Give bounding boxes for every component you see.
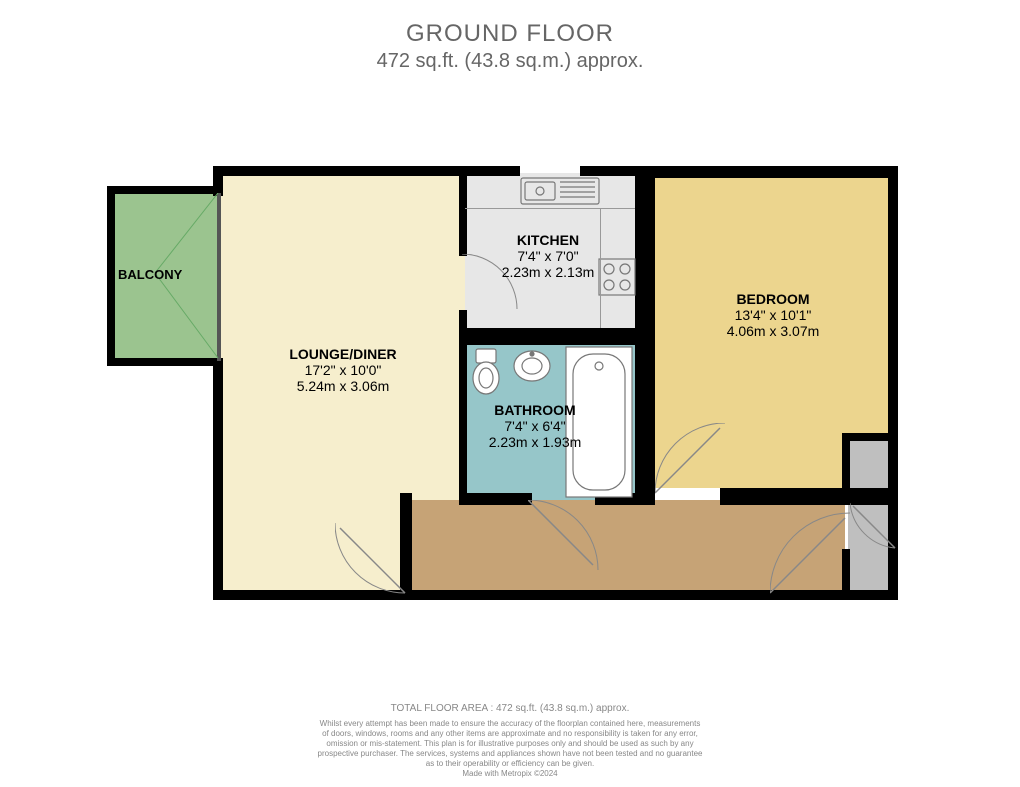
bathroom-dims-met: 2.23m x 1.93m	[470, 434, 600, 450]
kitchen-label: KITCHEN 7'4" x 7'0" 2.23m x 2.13m	[488, 232, 608, 280]
wall	[842, 433, 850, 493]
floor-area: 472 sq.ft. (43.8 sq.m.) approx.	[0, 49, 1020, 73]
kitchen-counter	[465, 176, 635, 209]
bedroom-dims-imp: 13'4" x 10'1"	[703, 307, 843, 323]
lounge-dims-imp: 17'2" x 10'0"	[263, 362, 423, 378]
lounge-label: LOUNGE/DINER 17'2" x 10'0" 5.24m x 3.06m	[263, 346, 423, 394]
door-arc-lounge-hall	[335, 500, 415, 595]
balcony-name: BALCONY	[118, 267, 182, 282]
footer-disclaimer: omission or mis-statement. This plan is …	[160, 739, 860, 749]
kitchen-name: KITCHEN	[517, 232, 579, 248]
door-arc-entry	[770, 505, 855, 595]
wall	[107, 186, 115, 366]
wall	[213, 358, 223, 600]
bathroom-dims-imp: 7'4" x 6'4"	[470, 418, 600, 434]
floor-plan: BALCONY LOUNGE/DINER 17'2" x 10'0" 5.24m…	[0, 73, 1020, 693]
wall	[648, 166, 898, 178]
footer-block: TOTAL FLOOR AREA : 472 sq.ft. (43.8 sq.m…	[0, 703, 1020, 780]
toilet-icon	[470, 348, 502, 396]
bathroom-label: BATHROOM 7'4" x 6'4" 2.23m x 1.93m	[470, 402, 600, 450]
bedroom-label: BEDROOM 13'4" x 10'1" 4.06m x 3.07m	[703, 291, 843, 339]
footer-made: Made with Metropix ©2024	[160, 769, 860, 779]
kitchen-dims-imp: 7'4" x 7'0"	[488, 248, 608, 264]
title-block: GROUND FLOOR 472 sq.ft. (43.8 sq.m.) app…	[0, 0, 1020, 73]
footer-disclaimer: as to their operability or efficiency ca…	[160, 759, 860, 769]
wall	[842, 433, 898, 441]
bedroom-dims-met: 4.06m x 3.07m	[703, 323, 843, 339]
basin-icon	[512, 348, 552, 384]
balcony-label: BALCONY	[118, 267, 182, 282]
door-arc-bedroom	[655, 423, 733, 501]
door-arc-bathroom	[528, 500, 603, 595]
door-arc-closet	[850, 493, 905, 553]
wall	[213, 166, 465, 176]
footer-area: TOTAL FLOOR AREA : 472 sq.ft. (43.8 sq.m…	[160, 703, 860, 716]
wall	[459, 493, 532, 505]
lounge-name: LOUNGE/DINER	[289, 346, 396, 362]
kitchen-dims-met: 2.23m x 2.13m	[488, 264, 608, 280]
wall	[635, 166, 655, 505]
lounge-dims-met: 5.24m x 3.06m	[263, 378, 423, 394]
wall	[888, 166, 898, 441]
footer-disclaimer: Whilst every attempt has been made to en…	[160, 719, 860, 729]
bathroom-name: BATHROOM	[494, 402, 575, 418]
floor-title: GROUND FLOOR	[0, 20, 1020, 49]
wall	[465, 166, 520, 176]
wall	[465, 328, 635, 345]
footer-disclaimer: of doors, windows, rooms and any other i…	[160, 729, 860, 739]
bedroom-name: BEDROOM	[736, 291, 809, 307]
lounge-hall-extension	[408, 500, 465, 593]
footer-disclaimer: prospective purchaser. The services, sys…	[160, 749, 860, 759]
wall	[580, 166, 642, 176]
